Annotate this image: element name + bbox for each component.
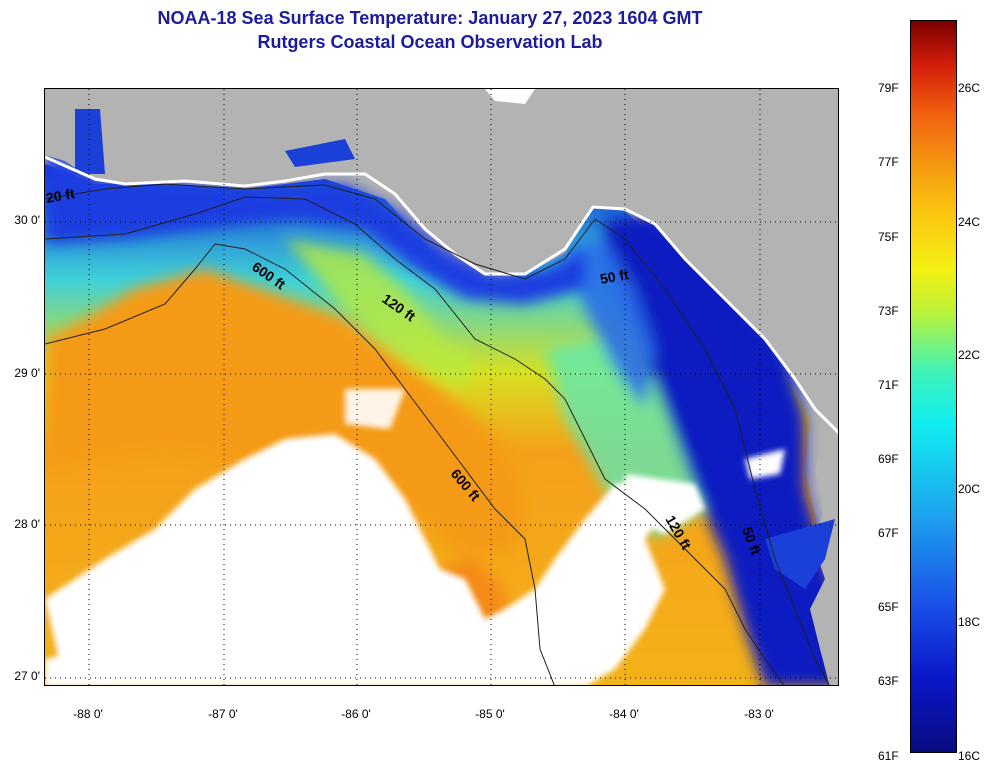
lon-label: -85 0' (475, 707, 505, 721)
colorbar-f-label: 75F (878, 230, 899, 244)
lon-label: -86 0' (341, 707, 371, 721)
land-north (45, 89, 838, 432)
sst-map: 20 ft 600 ft 120 ft 50 ft 600 ft 120 ft … (44, 88, 839, 686)
colorbar-c-label: 16C (958, 749, 981, 763)
colorbar-f-label: 61F (878, 749, 899, 763)
temperature-colorbar (910, 20, 957, 753)
colorbar-f-label: 79F (878, 81, 899, 95)
map-title: NOAA-18 Sea Surface Temperature: January… (157, 8, 703, 28)
cloud-mass (45, 434, 665, 685)
colorbar-c-label: 24C (958, 215, 981, 229)
lat-label: 28 0' (14, 517, 40, 531)
colorbar-f-label: 77F (878, 155, 899, 169)
lon-label: -88 0' (73, 707, 103, 721)
lat-label: 30 0' (14, 213, 40, 227)
lat-label: 27 0' (14, 669, 40, 683)
colorbar-f-label: 63F (878, 674, 899, 688)
lon-label: -84 0' (609, 707, 639, 721)
colorbar-c-label: 18C (958, 615, 981, 629)
depth-contours (45, 183, 830, 685)
colorbar-f-label: 71F (878, 378, 899, 392)
colorbar-c-label: 22C (958, 348, 981, 362)
colorbar-c-label: 20C (958, 482, 981, 496)
colorbar-c-label: 26C (958, 81, 981, 95)
colorbar-f-label: 69F (878, 452, 899, 466)
lon-label: -83 0' (744, 707, 774, 721)
contour-label: 20 ft (45, 185, 76, 206)
colorbar-f-label: 67F (878, 526, 899, 540)
lat-label: 29 0' (14, 366, 40, 380)
sst-map-graphic: 20 ft 600 ft 120 ft 50 ft 600 ft 120 ft … (45, 89, 838, 685)
colorbar-f-label: 73F (878, 304, 899, 318)
contour-label: 50 ft (599, 266, 630, 287)
lon-label: -87 0' (208, 707, 238, 721)
map-subtitle: Rutgers Coastal Ocean Observation Lab (257, 32, 603, 52)
colorbar-f-label: 65F (878, 600, 899, 614)
